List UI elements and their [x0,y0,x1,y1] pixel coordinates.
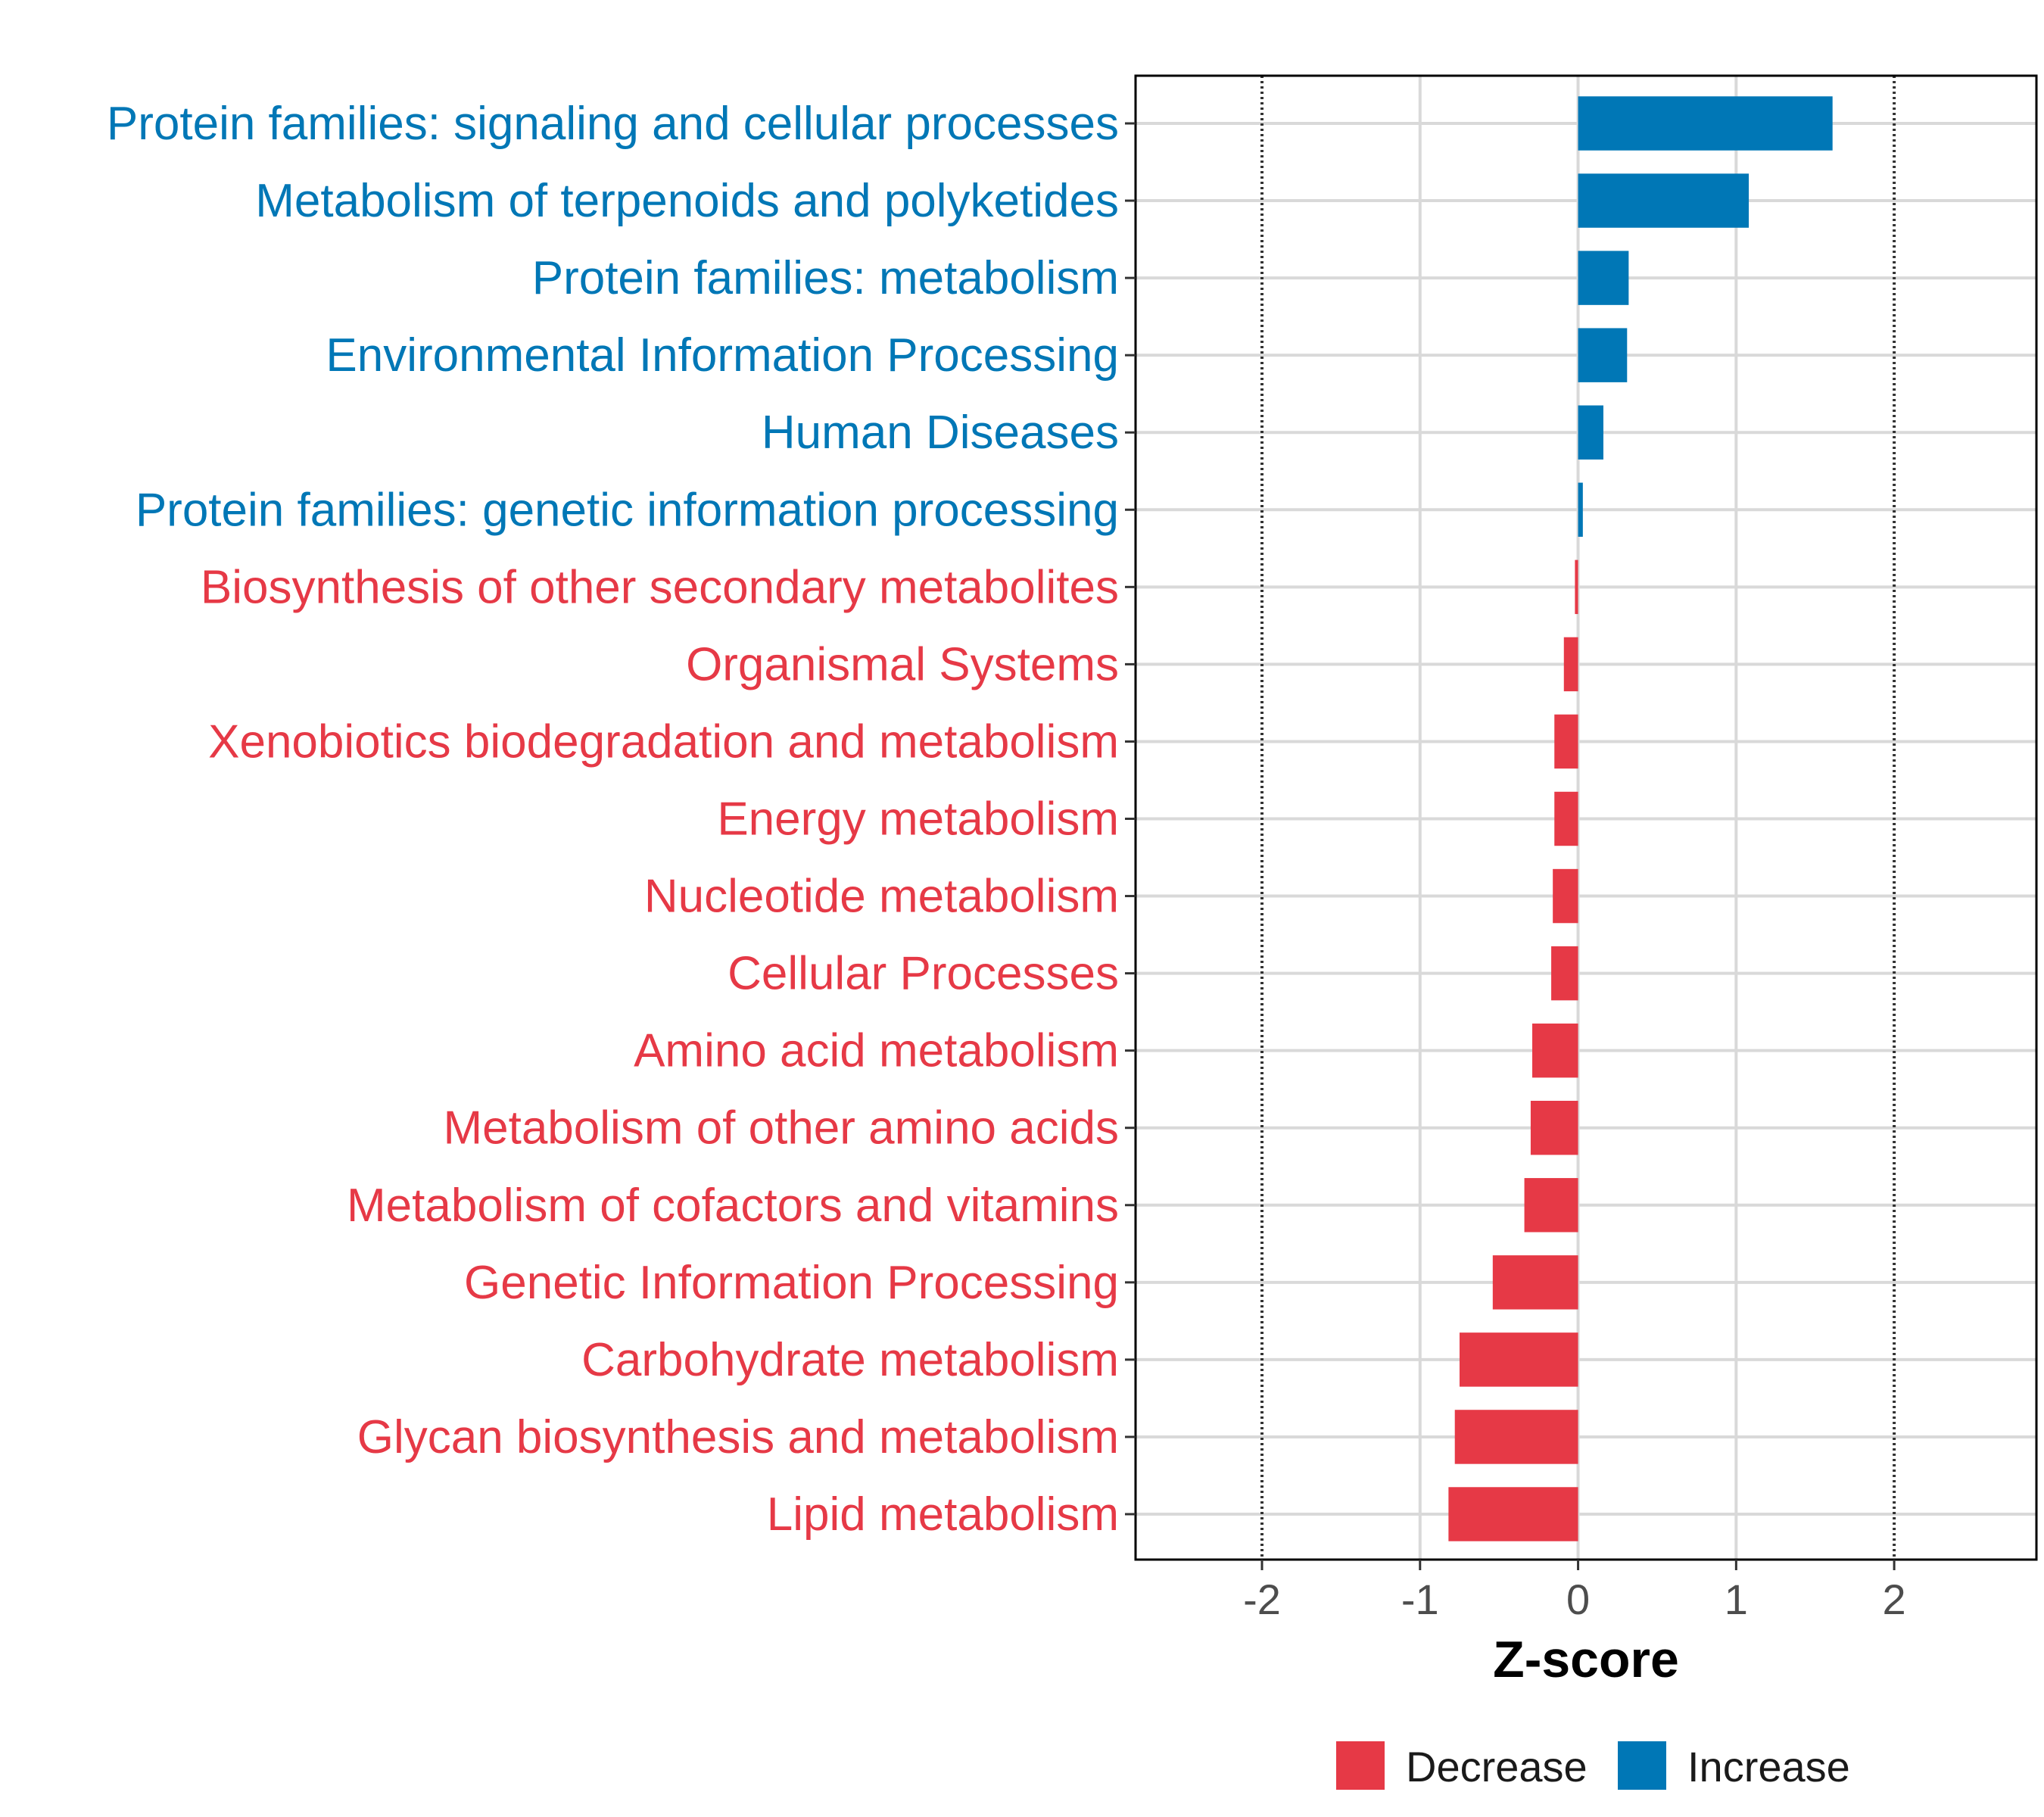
bar [1524,1178,1578,1233]
category-label: Protein families: signaling and cellular… [107,98,1119,150]
category-label: Protein families: genetic information pr… [136,484,1119,536]
category-label: Environmental Information Processing [326,329,1119,382]
bar [1551,946,1578,1001]
bar [1578,328,1628,382]
bar [1532,1023,1578,1078]
legend-swatch-decrease [1336,1741,1385,1790]
bar [1554,791,1578,846]
category-label: Biosynthesis of other secondary metaboli… [201,561,1119,613]
category-label: Cellular Processes [728,948,1119,1000]
category-label: Metabolism of terpenoids and polyketides [255,175,1119,227]
category-label: Amino acid metabolism [634,1025,1119,1077]
category-label: Xenobiotics biodegradation and metabolis… [208,715,1119,768]
category-label: Lipid metabolism [767,1488,1119,1541]
y-axis-ticks [1125,122,1136,1516]
bar [1553,868,1578,924]
category-label: Genetic Information Processing [464,1257,1119,1309]
bar [1578,173,1750,228]
bars [1448,96,1833,1541]
bar [1454,1410,1578,1464]
bar [1492,1255,1578,1310]
legend-swatch-increase [1618,1741,1666,1790]
bar [1563,637,1578,692]
bar [1448,1487,1578,1541]
category-label: Protein families: metabolism [532,252,1119,304]
x-axis-ticks: -2 -1 0 1 2 [1243,1560,1906,1623]
category-label: Carbohydrate metabolism [581,1334,1119,1386]
bar [1578,96,1833,151]
category-label: Glycan biosynthesis and metabolism [357,1411,1119,1463]
legend-label-decrease: Decrease [1406,1743,1588,1791]
bar [1578,482,1583,537]
category-label: Metabolism of cofactors and vitamins [347,1180,1119,1232]
grid-lines [1136,76,2036,1560]
category-labels: Protein families: signaling and cellular… [107,98,1119,1541]
bar [1578,251,1629,305]
category-label: Energy metabolism [717,793,1119,846]
category-label: Human Diseases [762,407,1119,459]
category-label: Metabolism of other amino acids [443,1102,1119,1155]
bar [1575,559,1578,615]
category-label: Nucleotide metabolism [644,871,1119,923]
x-tick-label: -1 [1401,1575,1439,1623]
x-tick-label: -2 [1243,1575,1281,1623]
category-label: Organismal Systems [686,638,1119,690]
x-tick-label: 0 [1566,1575,1590,1623]
legend: Decrease Increase [1336,1741,1850,1791]
bar [1459,1332,1578,1387]
legend-label-increase: Increase [1687,1743,1850,1791]
x-tick-label: 2 [1883,1575,1906,1623]
bar [1554,714,1578,769]
bar [1530,1101,1578,1155]
bar [1578,405,1603,460]
x-tick-label: 1 [1725,1575,1748,1623]
x-axis-title: Z-score [1493,1631,1679,1688]
